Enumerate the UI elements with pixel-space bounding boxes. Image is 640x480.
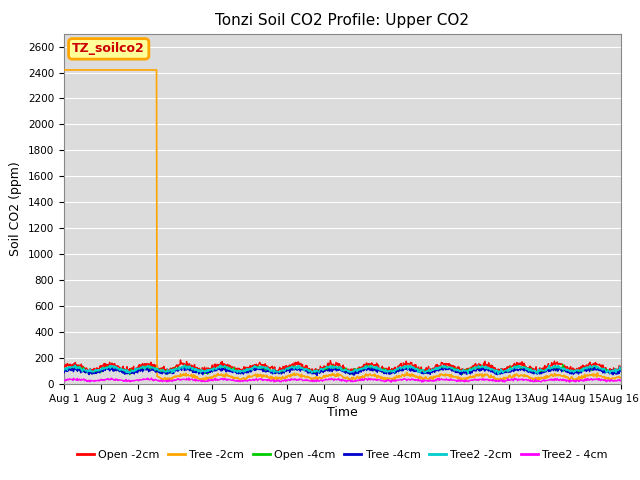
Title: Tonzi Soil CO2 Profile: Upper CO2: Tonzi Soil CO2 Profile: Upper CO2	[216, 13, 469, 28]
X-axis label: Time: Time	[327, 407, 358, 420]
Text: TZ_soilco2: TZ_soilco2	[72, 42, 145, 55]
Legend: Open -2cm, Tree -2cm, Open -4cm, Tree -4cm, Tree2 -2cm, Tree2 - 4cm: Open -2cm, Tree -2cm, Open -4cm, Tree -4…	[72, 445, 612, 465]
Y-axis label: Soil CO2 (ppm): Soil CO2 (ppm)	[10, 161, 22, 256]
